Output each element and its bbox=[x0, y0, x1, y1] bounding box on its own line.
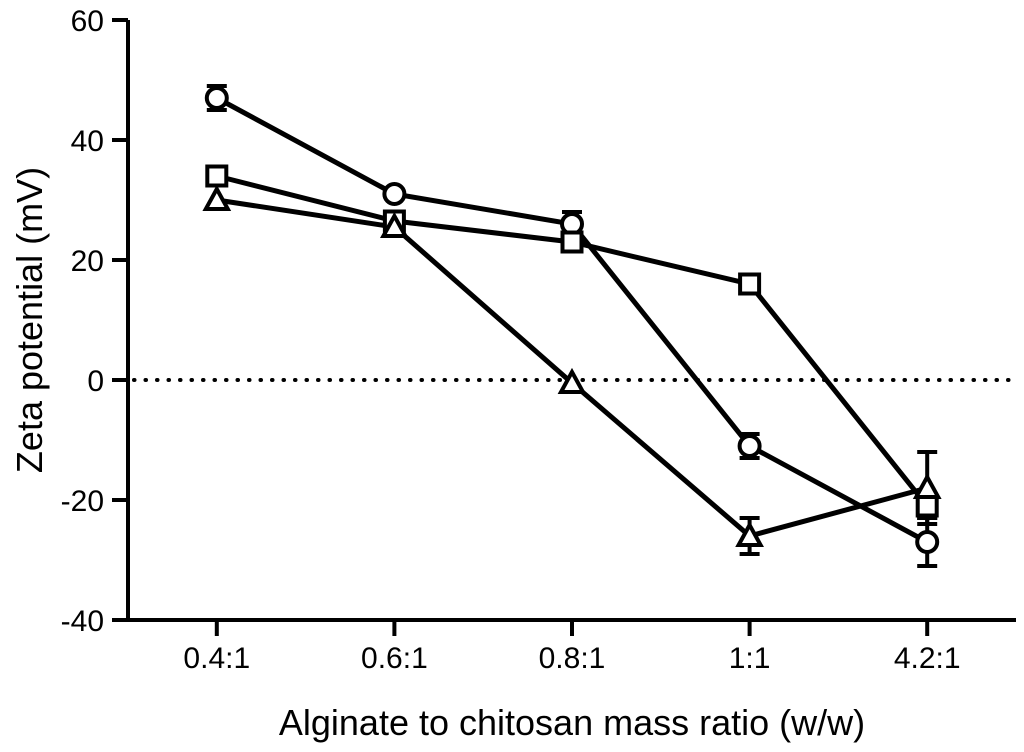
y-axis-tick-label: -20 bbox=[61, 485, 104, 518]
triangle-marker bbox=[912, 472, 942, 499]
y-axis-tick-label: 20 bbox=[71, 245, 104, 278]
y-axis-title: Zeta potential (mV) bbox=[9, 167, 50, 473]
x-axis-tick-label: 4.2:1 bbox=[894, 642, 961, 675]
circle-marker bbox=[737, 434, 762, 458]
triangle-marker bbox=[557, 367, 587, 394]
x-axis-tick-label: 0.8:1 bbox=[539, 642, 606, 675]
square-marker bbox=[738, 272, 762, 296]
circle-series-line bbox=[215, 95, 929, 545]
y-axis-tick-label: 60 bbox=[71, 5, 104, 38]
plot-area: -40 -20 0 20 40 60 0.4:1 0.6:1 0.8:1 1:1 4.2:1 bbox=[61, 5, 1018, 675]
triangle-marker bbox=[735, 520, 764, 547]
square-marker bbox=[915, 494, 939, 518]
axis-spines bbox=[126, 20, 1016, 622]
triangle-marker bbox=[380, 211, 409, 238]
x-axis-tick-label: 1:1 bbox=[729, 642, 771, 675]
y-axis-tick-label: 40 bbox=[71, 125, 104, 158]
y-axis-tick-label: -40 bbox=[61, 605, 104, 638]
circle-marker bbox=[204, 86, 229, 110]
circle-marker bbox=[382, 182, 407, 206]
square-marker bbox=[205, 164, 229, 188]
x-axis-title: Alginate to chitosan mass ratio (w/w) bbox=[279, 702, 865, 743]
y-axis-tick-label: 0 bbox=[87, 365, 104, 398]
x-axis-tick-label: 0.6:1 bbox=[361, 642, 428, 675]
x-axis-tick-label: 0.4:1 bbox=[183, 642, 250, 675]
circle-marker bbox=[915, 530, 940, 554]
triangle-marker bbox=[202, 184, 232, 211]
square-marker bbox=[560, 230, 584, 254]
